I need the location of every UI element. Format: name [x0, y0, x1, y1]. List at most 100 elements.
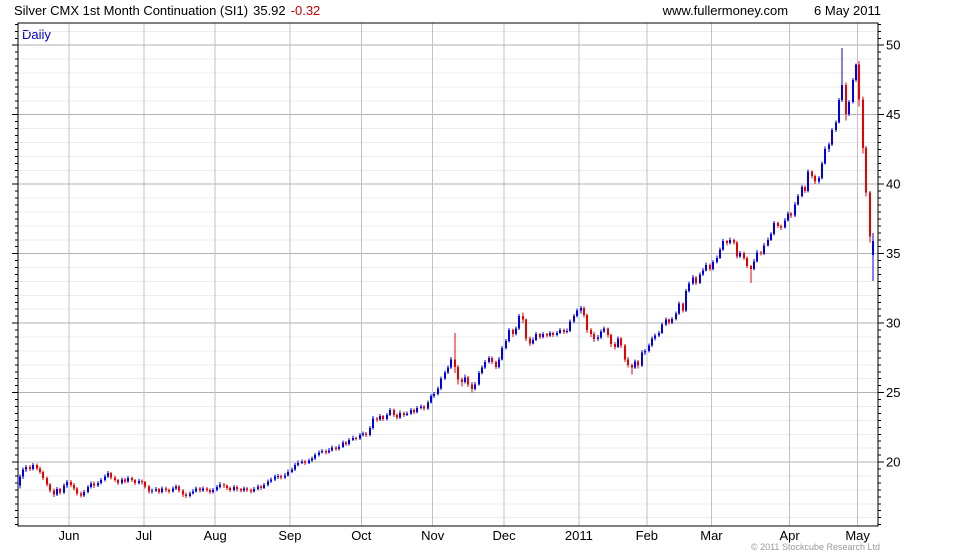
- candle-body: [398, 412, 402, 418]
- candle-body: [337, 446, 341, 449]
- candle-body: [511, 330, 515, 335]
- candle-body: [813, 175, 817, 182]
- candle-body: [732, 239, 736, 243]
- candle-body: [303, 461, 307, 463]
- candle-body: [619, 338, 623, 346]
- candle-body: [225, 485, 229, 488]
- candle-body: [490, 357, 494, 363]
- candles-layer: [18, 48, 875, 499]
- candle-body: [211, 489, 215, 492]
- candle-body: [524, 319, 528, 339]
- candle-body: [181, 490, 185, 495]
- candle-body: [126, 478, 130, 482]
- candle-body: [330, 447, 334, 451]
- candle-body: [327, 450, 331, 453]
- candle-body: [429, 396, 433, 403]
- candle-body: [286, 471, 290, 476]
- candle-body: [415, 407, 419, 413]
- candle-body: [82, 491, 86, 496]
- header-meta: www.fullermoney.com 6 May 2011: [663, 3, 881, 18]
- candle-body: [232, 487, 236, 490]
- x-axis-label: Feb: [636, 528, 658, 543]
- candle-body: [334, 447, 338, 449]
- candle-body: [375, 418, 379, 420]
- candle-body: [660, 324, 664, 333]
- candle-body: [772, 223, 776, 235]
- candle-body: [864, 148, 868, 193]
- candle-body: [198, 488, 202, 491]
- candle-body: [582, 307, 586, 315]
- x-axis-label: Aug: [204, 528, 227, 543]
- candle-body: [687, 283, 691, 292]
- candle-body: [728, 239, 732, 244]
- candle-body: [242, 488, 246, 491]
- candle-body: [589, 330, 593, 335]
- month-gridlines: [68, 23, 859, 526]
- candle-body: [558, 330, 562, 333]
- candle-body: [504, 341, 508, 349]
- candle-body: [324, 450, 328, 453]
- candle-body: [279, 475, 283, 478]
- candle-body: [572, 316, 576, 322]
- plot-border: [17, 22, 879, 527]
- candle-body: [65, 482, 69, 486]
- y-axis-label: 20: [886, 455, 900, 470]
- candle-body: [840, 84, 844, 101]
- candle-body: [827, 144, 831, 149]
- candle-body: [779, 225, 783, 228]
- candle-body: [521, 316, 525, 320]
- candle-body: [259, 486, 263, 488]
- candle-body: [106, 473, 110, 477]
- candle-body: [256, 486, 260, 490]
- candle-body: [565, 330, 569, 333]
- candle-body: [35, 464, 39, 469]
- candle-body: [579, 307, 583, 311]
- candle-body: [368, 428, 372, 435]
- y-axis-label: 30: [886, 316, 900, 331]
- candle-body: [534, 334, 538, 340]
- candle-body: [477, 373, 481, 385]
- candle-body: [851, 79, 855, 103]
- candle-body: [208, 489, 212, 492]
- x-axis-label: Apr: [780, 528, 801, 543]
- candle-body: [140, 480, 144, 483]
- candle-body: [354, 437, 358, 439]
- candle-body: [704, 264, 708, 271]
- candle-body: [762, 245, 766, 254]
- candle-body: [446, 367, 450, 373]
- candle-body: [174, 486, 178, 489]
- candle-body: [371, 418, 375, 429]
- minor-gridlines: [18, 30, 878, 519]
- candle-body: [691, 277, 695, 284]
- candle-body: [164, 488, 168, 490]
- candle-body: [317, 452, 321, 456]
- candle-body: [548, 332, 552, 336]
- x-axis-label: May: [845, 528, 870, 543]
- candle-body: [613, 343, 617, 347]
- candle-body: [113, 477, 117, 481]
- candle-body: [650, 338, 654, 346]
- candle-body: [711, 261, 715, 269]
- candle-body: [341, 442, 345, 447]
- candle-body: [157, 489, 161, 492]
- candle-body: [844, 84, 848, 115]
- candle-body: [205, 488, 209, 490]
- candle-body: [361, 433, 365, 435]
- candle-body: [436, 388, 440, 394]
- y-axis-label: 40: [886, 177, 900, 192]
- candle-body: [177, 486, 181, 491]
- candle-body: [99, 480, 103, 483]
- candle-body: [453, 359, 457, 367]
- candle-body: [215, 487, 219, 490]
- candle-body: [358, 434, 362, 439]
- y-axis-label: 25: [886, 385, 900, 400]
- candle-body: [463, 377, 467, 383]
- candle-body: [273, 476, 277, 480]
- candle-body: [218, 484, 222, 488]
- candle-body: [592, 334, 596, 340]
- candle-body: [405, 413, 409, 415]
- candle-body: [541, 334, 545, 338]
- candle-body: [351, 437, 355, 440]
- candle-body: [681, 303, 685, 311]
- candle-body: [58, 489, 62, 493]
